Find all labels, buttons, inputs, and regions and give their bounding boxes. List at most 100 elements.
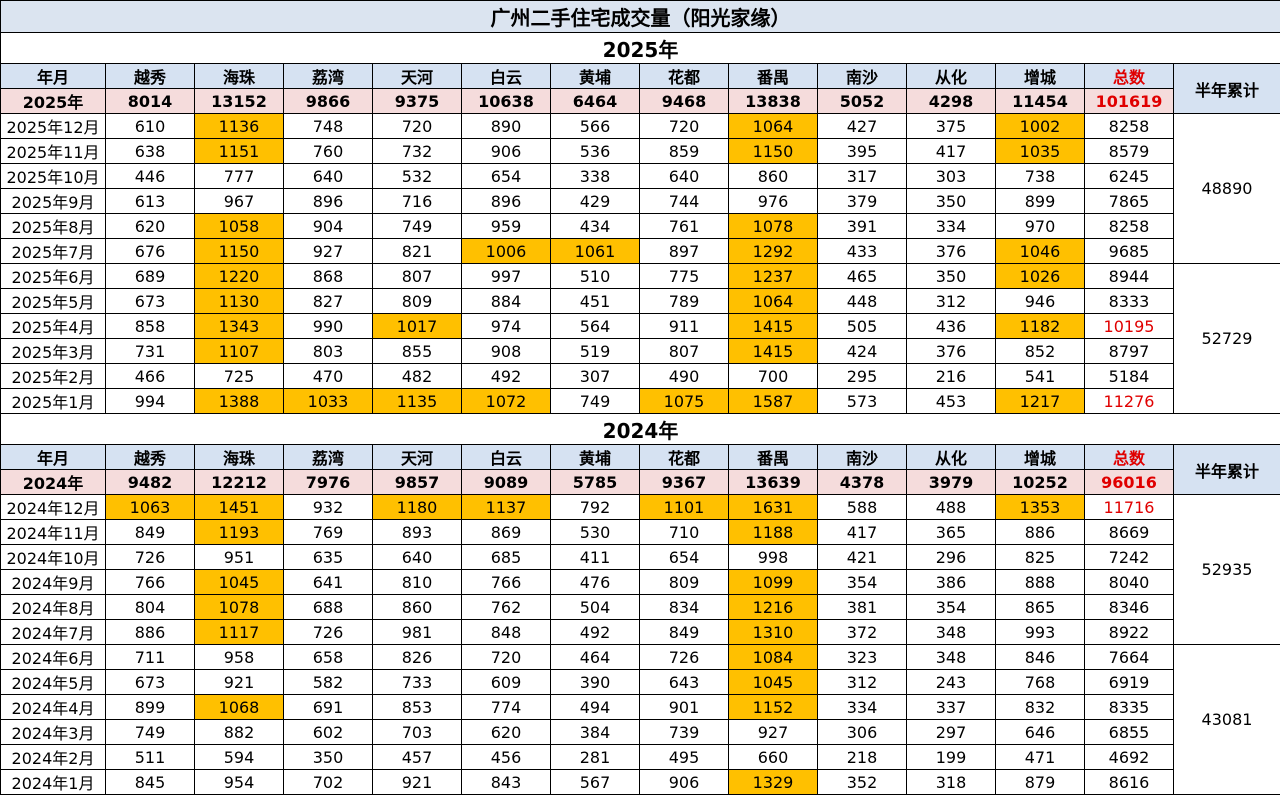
month-value: 216 bbox=[906, 363, 996, 389]
month-value: 8258 bbox=[1084, 113, 1174, 139]
month-value: 297 bbox=[906, 719, 996, 745]
month-value: 352 bbox=[817, 769, 907, 795]
month-value: 390 bbox=[550, 669, 640, 695]
month-value: 720 bbox=[461, 644, 551, 670]
month-value: 8040 bbox=[1084, 569, 1174, 595]
month-value: 1388 bbox=[194, 388, 284, 414]
year-total-cell: 9367 bbox=[639, 469, 729, 495]
month-value: 921 bbox=[194, 669, 284, 695]
column-header: 总数 bbox=[1084, 444, 1174, 470]
month-value: 482 bbox=[372, 363, 462, 389]
month-value: 890 bbox=[461, 113, 551, 139]
year-total-cell: 5052 bbox=[817, 88, 907, 114]
year-total-cell: 10252 bbox=[995, 469, 1085, 495]
month-row: 2024年12月 1063 1451 932 1180 1137 792 1101 1631 58… bbox=[0, 494, 1280, 645]
month-value: 5184 bbox=[1084, 363, 1174, 389]
month-value: 530 bbox=[550, 519, 640, 545]
month-value: 635 bbox=[283, 544, 373, 570]
month-value: 716 bbox=[372, 188, 462, 214]
half-year-sum: 52935 bbox=[1173, 494, 1280, 645]
column-header: 海珠 bbox=[194, 444, 284, 470]
month-value: 350 bbox=[283, 744, 373, 770]
year-total-cell: 13152 bbox=[194, 88, 284, 114]
month-value: 970 bbox=[995, 213, 1085, 239]
year-total-cell: 9866 bbox=[283, 88, 373, 114]
month-value: 1182 bbox=[995, 313, 1085, 339]
month-row: 2025年4月 858 1343 990 1017 974 564 911 1415 505 436… bbox=[0, 313, 1280, 339]
month-value: 1101 bbox=[639, 494, 729, 520]
month-value: 427 bbox=[817, 113, 907, 139]
month-value: 429 bbox=[550, 188, 640, 214]
year-title-row: 2024年 bbox=[0, 413, 1280, 445]
month-value: 1137 bbox=[461, 494, 551, 520]
month-value: 810 bbox=[372, 569, 462, 595]
month-value: 886 bbox=[995, 519, 1085, 545]
month-value: 849 bbox=[105, 519, 195, 545]
month-value: 1292 bbox=[728, 238, 818, 264]
month-row: 2025年1月 994 1388 1033 1135 1072 749 1075 1587 573… bbox=[0, 388, 1280, 414]
column-header: 从化 bbox=[906, 444, 996, 470]
month-value: 927 bbox=[728, 719, 818, 745]
month-value: 306 bbox=[817, 719, 907, 745]
page-title: 广州二手住宅成交量（阳光家缘） bbox=[0, 0, 1280, 33]
month-value: 488 bbox=[906, 494, 996, 520]
month-value: 453 bbox=[906, 388, 996, 414]
year-total-cell: 7976 bbox=[283, 469, 373, 495]
month-label: 2025年8月 bbox=[0, 213, 106, 239]
month-value: 1188 bbox=[728, 519, 818, 545]
month-value: 613 bbox=[105, 188, 195, 214]
month-value: 673 bbox=[105, 669, 195, 695]
month-value: 904 bbox=[283, 213, 373, 239]
month-value: 365 bbox=[906, 519, 996, 545]
month-value: 827 bbox=[283, 288, 373, 314]
month-value: 954 bbox=[194, 769, 284, 795]
month-value: 807 bbox=[372, 263, 462, 289]
month-value: 825 bbox=[995, 544, 1085, 570]
month-value: 348 bbox=[906, 619, 996, 645]
month-value: 620 bbox=[461, 719, 551, 745]
year-total-cell: 6464 bbox=[550, 88, 640, 114]
column-header: 越秀 bbox=[105, 63, 195, 89]
month-value: 689 bbox=[105, 263, 195, 289]
month-value: 761 bbox=[639, 213, 729, 239]
column-header: 花都 bbox=[639, 63, 729, 89]
month-value: 456 bbox=[461, 744, 551, 770]
column-header: 南沙 bbox=[817, 63, 907, 89]
year-total-cell: 13639 bbox=[728, 469, 818, 495]
month-row: 2025年3月 731 1107 803 855 908 519 807 1415 424 376 8… bbox=[0, 338, 1280, 364]
month-value: 809 bbox=[372, 288, 462, 314]
month-value: 582 bbox=[283, 669, 373, 695]
month-value: 1046 bbox=[995, 238, 1085, 264]
month-value: 685 bbox=[461, 544, 551, 570]
month-row: 2024年3月 749 882 602 703 620 384 739 927 306 297 646… bbox=[0, 719, 1280, 745]
month-value: 993 bbox=[995, 619, 1085, 645]
month-label: 2025年7月 bbox=[0, 238, 106, 264]
column-header: 年月 bbox=[0, 63, 106, 89]
month-value: 658 bbox=[283, 644, 373, 670]
month-value: 8922 bbox=[1084, 619, 1174, 645]
month-value: 337 bbox=[906, 694, 996, 720]
month-value: 8335 bbox=[1084, 694, 1174, 720]
year-total-cell: 3979 bbox=[906, 469, 996, 495]
month-value: 641 bbox=[283, 569, 373, 595]
month-value: 673 bbox=[105, 288, 195, 314]
month-value: 417 bbox=[817, 519, 907, 545]
year-total-cell: 9468 bbox=[639, 88, 729, 114]
month-value: 338 bbox=[550, 163, 640, 189]
column-header: 海珠 bbox=[194, 63, 284, 89]
month-value: 1150 bbox=[194, 238, 284, 264]
month-value: 643 bbox=[639, 669, 729, 695]
month-value: 974 bbox=[461, 313, 551, 339]
month-value: 1631 bbox=[728, 494, 818, 520]
month-value: 281 bbox=[550, 744, 640, 770]
month-value: 350 bbox=[906, 188, 996, 214]
month-value: 1353 bbox=[995, 494, 1085, 520]
month-value: 1329 bbox=[728, 769, 818, 795]
month-value: 323 bbox=[817, 644, 907, 670]
month-label: 2024年6月 bbox=[0, 644, 106, 670]
month-value: 766 bbox=[461, 569, 551, 595]
month-value: 654 bbox=[461, 163, 551, 189]
month-value: 711 bbox=[105, 644, 195, 670]
month-label: 2025年5月 bbox=[0, 288, 106, 314]
month-value: 411 bbox=[550, 544, 640, 570]
